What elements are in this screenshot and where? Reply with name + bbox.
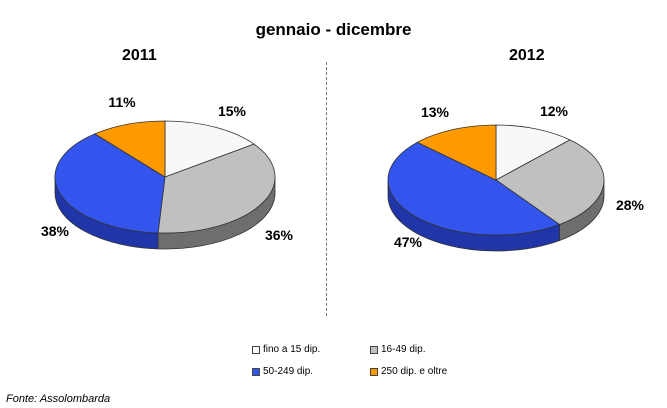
- chart-title: gennaio - dicembre: [255, 20, 412, 39]
- data-label: 13%: [421, 104, 450, 120]
- pie-2011: 15% 36% 38% 11%: [41, 94, 294, 250]
- pie-slice-250 dip. e oltre: [94, 120, 166, 178]
- legend-swatch: [252, 345, 260, 354]
- pie-title-2011: 2011: [122, 47, 157, 64]
- pie-slice-fino a 15 dip.: [164, 120, 255, 178]
- source-note: Fonte: Assolombarda: [6, 393, 111, 405]
- pie-slice-50-249 dip.: [387, 141, 561, 236]
- data-label: 12%: [540, 103, 569, 119]
- pie-2012: 12% 28% 47% 13%: [387, 103, 645, 252]
- data-label: 11%: [108, 94, 136, 110]
- pie-slice-fino a 15 dip.: [495, 124, 571, 181]
- divider-line: [326, 62, 327, 316]
- legend-swatch: [370, 367, 378, 376]
- legend-label: 250 dip. e oltre: [381, 366, 448, 377]
- legend-item-16-49: 16-49 dip.: [370, 344, 425, 355]
- legend-swatch: [252, 367, 260, 376]
- pie-slice-16-49 dip.: [495, 139, 605, 225]
- pie-slice-16-49 dip.: [157, 143, 276, 234]
- legend-item-250-oltre: 250 dip. e oltre: [370, 366, 447, 377]
- legend-label: fino a 15 dip.: [263, 344, 321, 355]
- pie-title-2012: 2012: [509, 47, 545, 64]
- data-label: 15%: [218, 103, 247, 119]
- data-label: 38%: [41, 223, 70, 239]
- legend-label: 16-49 dip.: [381, 344, 426, 355]
- pie-slice-50-249 dip.: [54, 133, 166, 234]
- legend-item-50-249: 50-249 dip.: [252, 366, 313, 377]
- data-label: 36%: [265, 227, 294, 243]
- pie-slice-250 dip. e oltre: [416, 124, 497, 181]
- data-label: 47%: [394, 234, 423, 250]
- legend-item-fino-a-15: fino a 15 dip.: [252, 344, 320, 355]
- data-label: 28%: [616, 197, 645, 213]
- legend-swatch: [370, 345, 378, 354]
- legend-label: 50-249 dip.: [263, 366, 314, 377]
